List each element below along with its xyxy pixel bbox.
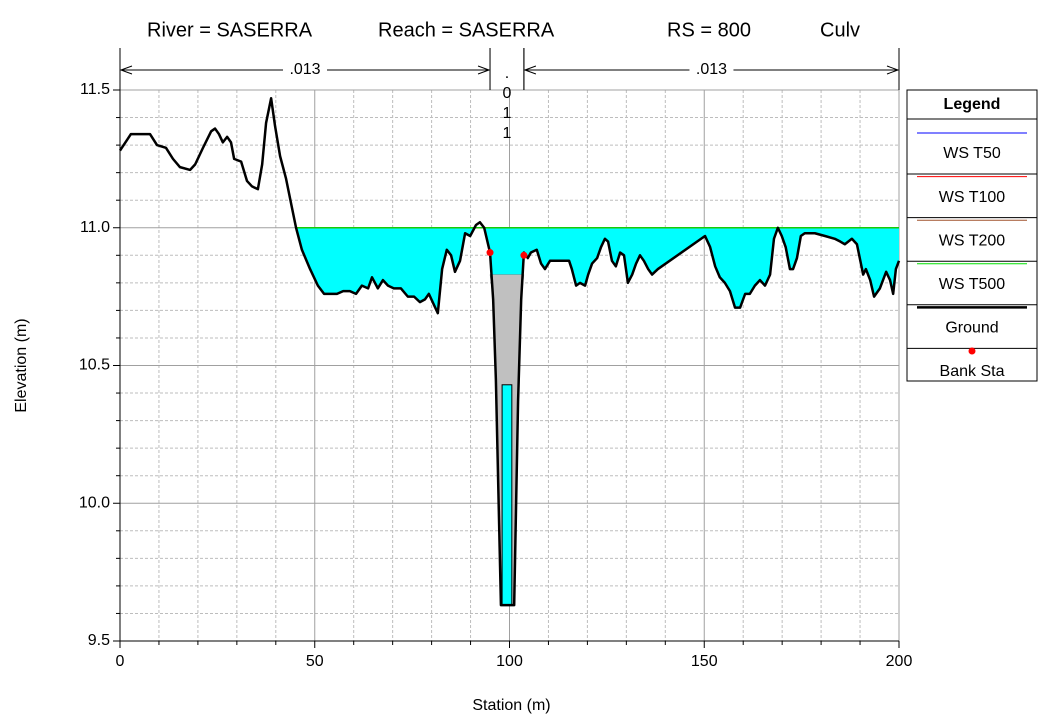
x-axis-label: Station (m) xyxy=(472,697,550,714)
y-tick-label: 10.0 xyxy=(79,494,110,511)
arrow-head xyxy=(477,65,491,75)
y-tick-label: 9.5 xyxy=(88,632,110,649)
legend-label: Bank Sta xyxy=(940,363,1005,380)
mannings-n-label: .011 xyxy=(502,65,512,142)
x-tick-label: 150 xyxy=(691,653,718,670)
bank-station xyxy=(486,249,494,257)
legend-label: WS T500 xyxy=(939,276,1006,293)
y-axis-label: Elevation (m) xyxy=(13,318,30,412)
legend-marker xyxy=(968,347,976,355)
label-bg xyxy=(689,61,734,79)
x-tick-label: 0 xyxy=(116,653,125,670)
x-tick-label: 50 xyxy=(306,653,324,670)
chart-title: RS = 800 xyxy=(667,19,751,41)
chart-title: Reach = SASERRA xyxy=(378,19,555,41)
water-fill xyxy=(296,227,900,606)
culvert-opening xyxy=(501,384,513,606)
y-tick-label: 10.5 xyxy=(79,357,110,374)
chart-title: Culv xyxy=(820,19,860,41)
mannings-n: .013 xyxy=(289,61,320,78)
arrow-head xyxy=(886,65,900,75)
legend-box xyxy=(906,89,1038,382)
legend-label: WS T50 xyxy=(943,145,1001,162)
y-tick-label: 11.0 xyxy=(80,219,110,236)
legend-label: WS T200 xyxy=(939,232,1006,249)
legend-label: Ground xyxy=(945,320,998,337)
x-tick-label: 200 xyxy=(886,653,913,670)
legend-label: WS T100 xyxy=(939,189,1006,206)
y-tick-label: 11.5 xyxy=(80,81,110,98)
legend-title: Legend xyxy=(944,96,1001,113)
mannings-n: .013 xyxy=(696,61,727,78)
bank-station xyxy=(520,251,528,259)
arrow-head xyxy=(119,65,133,75)
label-bg xyxy=(283,61,328,79)
arrow-head xyxy=(523,65,537,75)
chart-title: River = SASERRA xyxy=(147,19,313,41)
x-tick-label: 100 xyxy=(496,653,523,670)
